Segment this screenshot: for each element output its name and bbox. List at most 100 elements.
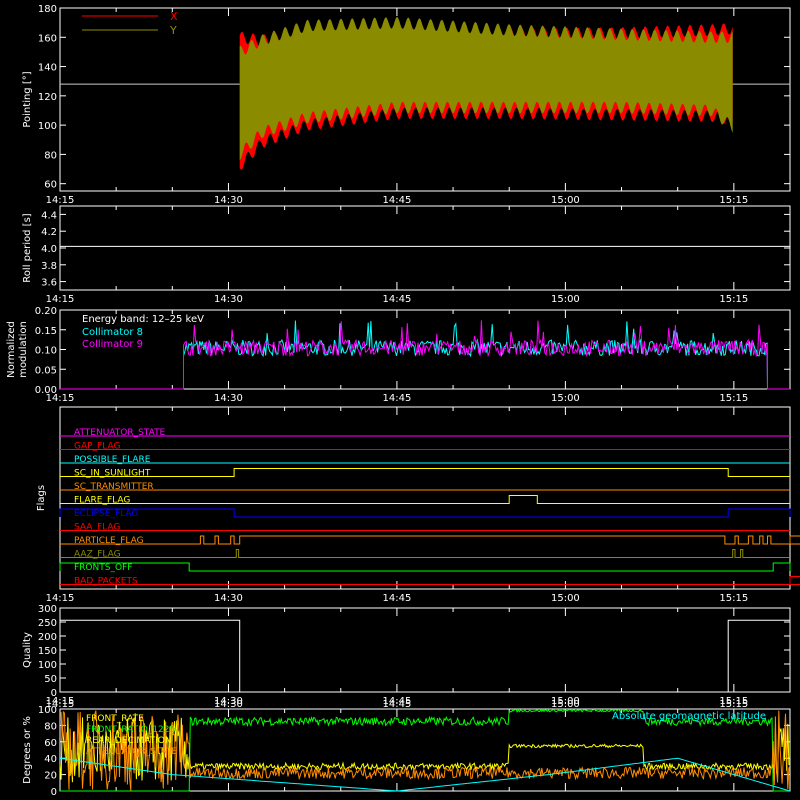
time-tick-label: 14:15 — [46, 393, 75, 404]
time-tick-label: 14:15 — [46, 195, 75, 206]
legend-label: X — [170, 10, 178, 23]
panel-frame-5 — [59, 708, 791, 792]
y-axis-label: Normalized — [6, 321, 17, 378]
energy-band-annotation: Energy band: 12–25 keV — [82, 314, 204, 325]
legend-label: Y — [169, 24, 177, 37]
y-tick-label: 60 — [44, 738, 57, 749]
time-tick-label: 14:30 — [214, 699, 243, 710]
flag-trace — [60, 468, 790, 477]
y-tick-label: 160 — [38, 33, 57, 44]
y-tick-label: 40 — [44, 754, 57, 765]
y-tick-label: 4.0 — [41, 244, 57, 255]
y-tick-label: 0.10 — [35, 346, 57, 357]
panel-frame-0 — [59, 7, 791, 192]
y-axis-label: Quality — [22, 632, 33, 668]
modulation-series-magenta — [60, 320, 790, 390]
y-tick-label: 300 — [38, 604, 57, 615]
y-axis-label: Degrees or % — [22, 716, 33, 784]
flag-label: SC_TRANSMITTER — [74, 482, 154, 492]
time-tick-label: 15:15 — [719, 696, 748, 707]
flag-trace — [59, 562, 791, 572]
panel-frame-3 — [59, 406, 791, 590]
y-tick-label: 100 — [38, 705, 57, 716]
y-axis-label: Pointing [°] — [22, 71, 33, 127]
y-tick-label: 140 — [38, 63, 57, 74]
front-ratio-trace — [60, 708, 789, 792]
y-tick-label: 0.20 — [35, 306, 57, 317]
y-tick-label: 120 — [38, 92, 57, 103]
flag-label: ECLIPSE_FLAG — [74, 509, 138, 519]
time-tick-label: 15:00 — [551, 699, 580, 710]
time-tick-label: 14:15 — [46, 593, 75, 604]
time-tick-label: 14:30 — [214, 195, 243, 206]
time-tick-label: 14:45 — [383, 696, 412, 707]
flag-trace — [60, 535, 800, 545]
latitude-annotation: Absolute geomagnetic latitude — [612, 711, 766, 722]
legend-label: Collimator 9 — [82, 339, 143, 350]
time-tick-label: 14:45 — [383, 195, 412, 206]
front-rate-trace — [59, 717, 790, 783]
y-tick-label: 0 — [51, 688, 57, 699]
time-tick-label: 15:15 — [719, 593, 748, 604]
time-tick-label: 14:30 — [214, 696, 243, 707]
y-tick-label: 4.4 — [41, 210, 57, 221]
time-tick-label: 14:45 — [383, 699, 412, 710]
flag-label: FRONTS_OFF — [74, 563, 132, 573]
y-tick-label: 20 — [44, 771, 57, 782]
time-tick-label: 15:15 — [719, 294, 748, 305]
y-tick-label: 150 — [38, 646, 57, 657]
pointing-envelope-Y — [239, 16, 733, 160]
y-tick-label: 180 — [38, 4, 57, 15]
legend-label: FRONT_RATE — [86, 714, 144, 724]
y-axis-label: Roll period [s] — [22, 213, 33, 282]
legend-label: FRONT_RATIO_1225 — [86, 725, 175, 735]
y-tick-label: 200 — [38, 632, 57, 643]
y-tick-label: 100 — [38, 121, 57, 132]
y-tick-label: 3.8 — [41, 261, 57, 272]
flag-label: AAZ_FLAG — [74, 550, 121, 560]
flag-label: ATTENUATOR_STATE — [74, 428, 166, 438]
flag-label: POSSIBLE_FLARE — [74, 455, 151, 465]
flag-label: BAD_PACKETS — [74, 577, 138, 587]
time-tick-label: 14:45 — [383, 593, 412, 604]
time-tick-label: 14:30 — [214, 593, 243, 604]
y-tick-label: 250 — [38, 618, 57, 629]
legend-label: ATTENUATOR_STATE — [86, 747, 178, 757]
time-tick-label: 14:15 — [46, 294, 75, 305]
flag-label: GAP_FLAG — [74, 442, 120, 452]
time-tick-label: 15:00 — [551, 393, 580, 404]
y-tick-label: 4.2 — [41, 227, 57, 238]
time-tick-label: 15:00 — [551, 696, 580, 707]
y-tick-label: 80 — [44, 721, 57, 732]
time-tick-label: 14:45 — [383, 294, 412, 305]
flag-trace — [60, 576, 800, 585]
time-tick-label: 14:15 — [46, 696, 75, 707]
time-tick-label: 15:15 — [719, 195, 748, 206]
time-tick-label: 15:15 — [719, 699, 748, 710]
y-tick-label: 0.15 — [35, 326, 57, 337]
time-tick-label: 14:30 — [214, 294, 243, 305]
y-tick-label: 0.00 — [35, 385, 57, 396]
flag-trace — [60, 495, 790, 504]
y-tick-label: 3.6 — [41, 278, 57, 289]
attenuator-trace — [59, 710, 790, 791]
flag-trace — [60, 549, 790, 558]
y-tick-label: 60 — [44, 180, 57, 191]
geomagnetic-latitude-trace — [59, 757, 791, 792]
flag-label: SAA_FLAG — [74, 523, 120, 533]
y-tick-label: 100 — [38, 660, 57, 671]
y-tick-label: 0 — [51, 787, 57, 798]
flag-trace — [59, 508, 791, 518]
time-tick-label: 15:15 — [719, 393, 748, 404]
time-tick-label: 15:00 — [551, 294, 580, 305]
time-tick-label: 15:00 — [551, 195, 580, 206]
time-tick-label: 15:00 — [551, 593, 580, 604]
flag-label: SC_IN_SUNLIGHT — [74, 469, 151, 479]
time-tick-label: 14:45 — [383, 393, 412, 404]
y-axis-label: modulation — [18, 321, 29, 378]
y-tick-label: 80 — [44, 150, 57, 161]
quality-line — [60, 619, 790, 693]
y-axis-label: Flags — [36, 485, 47, 511]
flag-label: FLARE_FLAG — [74, 496, 130, 506]
